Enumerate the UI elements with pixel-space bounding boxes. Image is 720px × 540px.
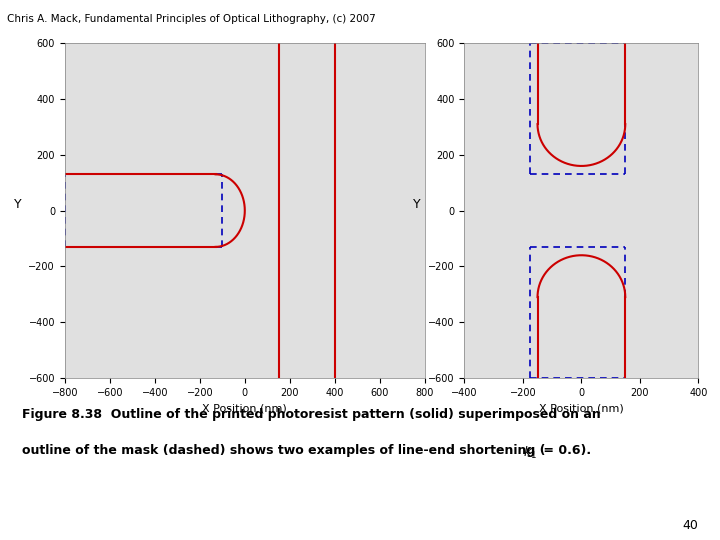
Text: Chris A. Mack, Fundamental Principles of Optical Lithography, (c) 2007: Chris A. Mack, Fundamental Principles of… xyxy=(7,14,376,24)
Text: = 0.6).: = 0.6). xyxy=(539,444,590,457)
Text: 40: 40 xyxy=(683,519,698,532)
Y-axis label: Y: Y xyxy=(14,198,21,211)
Y-axis label: Y: Y xyxy=(413,198,420,211)
Text: Figure 8.38  Outline of the printed photoresist pattern (solid) superimposed on : Figure 8.38 Outline of the printed photo… xyxy=(22,408,600,421)
X-axis label: X Position (nm): X Position (nm) xyxy=(539,403,624,413)
Text: $k_1$: $k_1$ xyxy=(523,444,536,461)
X-axis label: X Position (nm): X Position (nm) xyxy=(202,403,287,413)
Text: outline of the mask (dashed) shows two examples of line-end shortening (: outline of the mask (dashed) shows two e… xyxy=(22,444,545,457)
